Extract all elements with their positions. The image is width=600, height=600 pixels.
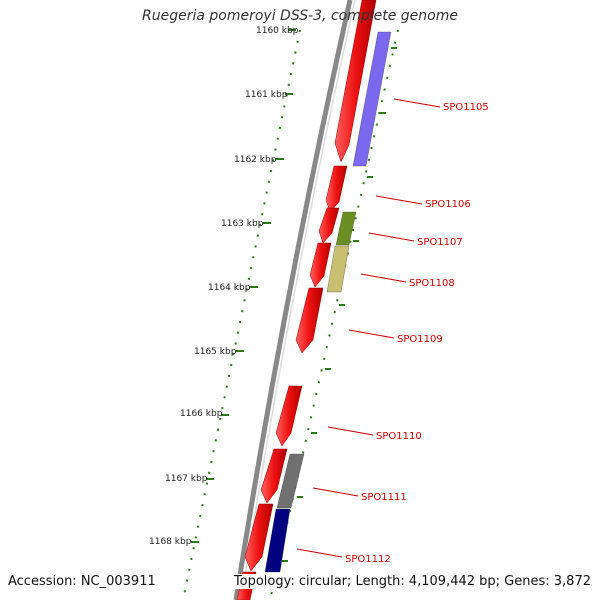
gene-label-spo1106[interactable]: SPO1106 [425,199,471,210]
gene-spo1111-box[interactable] [276,453,305,509]
forward-gene-arrow[interactable] [334,0,377,163]
kbp-label: 1168 kbp [149,537,192,547]
accession-text: Accession: NC_003911 [8,574,156,589]
kbp-label: 1166 kbp [180,409,223,419]
gene-label-spo1108[interactable]: SPO1108 [409,278,455,289]
map-title: Ruegeria pomeroyi DSS-3, complete genome [142,8,458,24]
chromosome-backbone [233,0,353,600]
gene-spo1105-box[interactable] [352,31,392,167]
outer-dotted-ring [182,29,301,600]
kbp-label: 1162 kbp [234,155,277,165]
forward-gene-arrow[interactable] [295,287,324,354]
leader-line [312,487,359,497]
kbp-label: 1165 kbp [194,347,237,357]
forward-gene-track [236,0,377,600]
forward-gene-arrow[interactable] [325,165,348,213]
leader-line [393,98,441,108]
kbp-labels: 1160 kbp 1161 kbp 1162 kbp 1163 kbp 1164… [149,26,299,547]
reverse-gene-track [264,31,392,573]
leader-line [360,273,407,283]
forward-gene-arrow[interactable] [309,242,332,288]
forward-gene-arrow[interactable] [318,207,340,244]
kbp-ticks [191,29,296,543]
forward-gene-arrow[interactable] [260,448,288,504]
kbp-label: 1167 kbp [165,474,208,484]
gene-label-spo1107[interactable]: SPO1107 [417,237,463,248]
kbp-label: 1163 kbp [221,219,264,229]
leader-line [368,232,415,242]
topology-text: Topology: circular; Length: 4,109,442 bp… [233,574,591,589]
gene-label-spo1109[interactable]: SPO1109 [397,334,443,345]
inner-ticks [282,47,397,562]
leader-line [296,548,343,558]
leader-line [348,329,395,339]
gene-labels: SPO1105 SPO1106 SPO1107 SPO1108 SPO1109 … [296,98,489,565]
kbp-label: 1160 kbp [256,26,299,36]
gene-label-spo1110[interactable]: SPO1110 [376,431,422,442]
gene-spo1108-box[interactable] [326,245,350,293]
leader-line [327,426,374,436]
leader-line [375,195,423,205]
gene-label-spo1105[interactable]: SPO1105 [443,102,489,113]
forward-gene-arrow[interactable] [244,503,274,572]
gene-spo1107-box[interactable] [335,211,357,246]
gene-label-spo1112[interactable]: SPO1112 [345,554,391,565]
chromosome-backbone-highlight [240,0,356,600]
kbp-label: 1161 kbp [245,90,288,100]
gene-spo1112-box[interactable] [264,508,291,573]
forward-gene-arrow[interactable] [275,385,303,447]
inner-dotted-ring [269,29,399,600]
kbp-label: 1164 kbp [208,283,251,293]
gene-label-spo1111[interactable]: SPO1111 [361,492,407,503]
